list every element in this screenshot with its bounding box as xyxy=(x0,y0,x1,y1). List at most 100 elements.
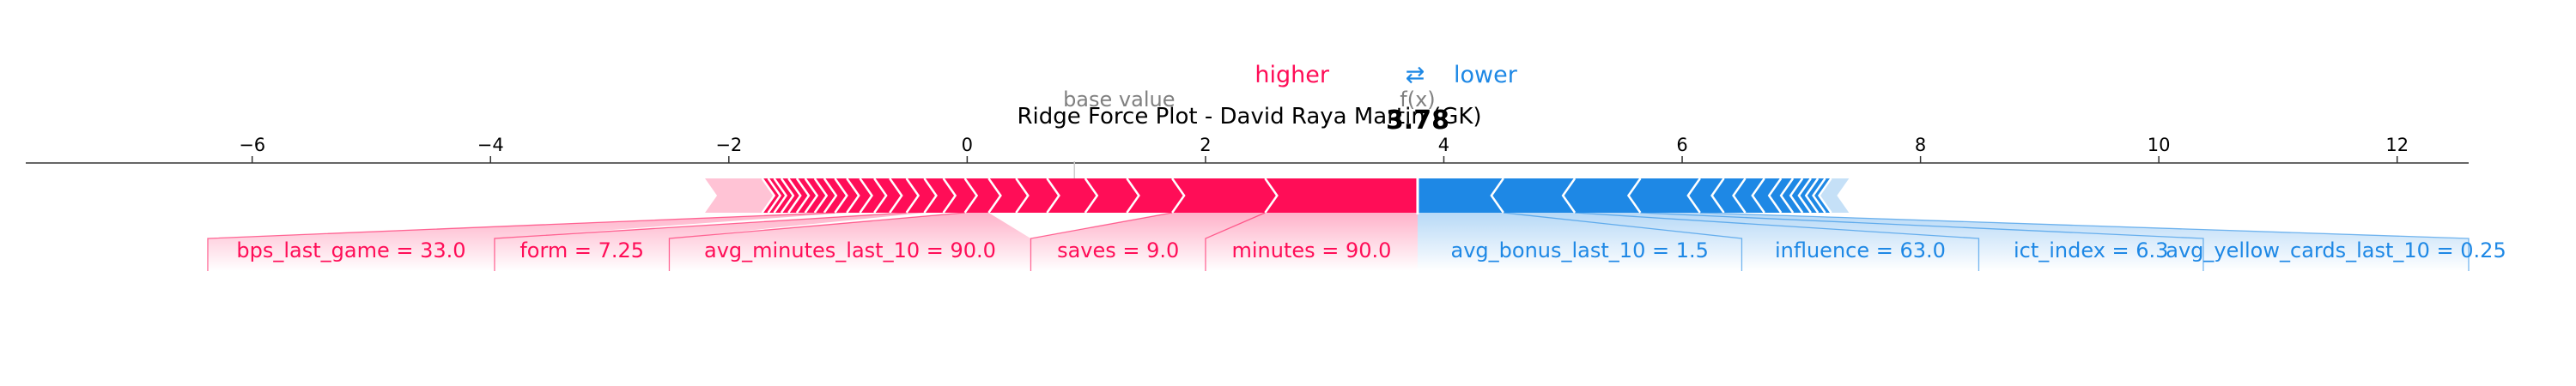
positive-segment-separator xyxy=(767,178,782,214)
x-axis-ticks: −6 −4 −2 0 2 4 6 8 10 12 xyxy=(239,135,2409,163)
negative-segment-separator xyxy=(1561,178,1577,214)
negative-segment-separator xyxy=(1817,178,1832,214)
negative-feature-label: avg_bonus_last_10 = 1.5 xyxy=(1451,238,1709,262)
positive-feature-label: form = 7.25 xyxy=(519,238,644,262)
positive-segment-separator xyxy=(923,178,938,214)
x-tick-label: 2 xyxy=(1200,135,1211,155)
feature-labels: minutes = 90.0 saves = 9.0 avg_minutes_las… xyxy=(236,238,2506,262)
positive-segment xyxy=(943,178,977,213)
positive-segment xyxy=(781,178,801,213)
label-gradients xyxy=(207,213,2469,271)
positive-segment-separator xyxy=(1171,178,1186,214)
x-tick-label: 4 xyxy=(1438,135,1449,155)
positive-segment xyxy=(774,178,793,213)
positive-segment-separator xyxy=(1126,178,1140,214)
positive-segment xyxy=(705,178,775,213)
fx-label: f(x) xyxy=(1400,87,1435,112)
positive-segment-separator xyxy=(795,178,811,214)
negative-segment-separator xyxy=(1779,178,1795,214)
negative-segment-separator xyxy=(1767,178,1783,214)
positive-segment-separator xyxy=(1084,178,1099,214)
negative-segment xyxy=(1806,178,1826,213)
positive-segment-separator xyxy=(761,178,776,214)
positive-segment-separator xyxy=(813,178,829,214)
fx-value: 3.78 xyxy=(1386,106,1449,136)
label-connectors xyxy=(207,212,2470,271)
positive-feature-label: bps_last_game = 33.0 xyxy=(236,238,465,262)
negative-segment-separator xyxy=(1686,178,1701,214)
negative-segment-separator xyxy=(1732,178,1747,214)
positive-segment xyxy=(1172,178,1278,213)
negative-segment xyxy=(1491,178,1576,213)
positive-label-connector xyxy=(1030,212,1173,271)
positive-feature-label: avg_minutes_last_10 = 90.0 xyxy=(704,238,996,262)
negative-segment xyxy=(1711,178,1746,213)
positive-segment xyxy=(924,178,956,213)
x-tick-label: 6 xyxy=(1676,135,1687,155)
legend-higher: higher xyxy=(1255,62,1329,88)
positive-segment-separator xyxy=(823,178,838,214)
positive-segment-separator xyxy=(1046,178,1060,214)
negative-segment-separator xyxy=(1710,178,1725,214)
x-tick-label: 0 xyxy=(962,135,973,155)
positive-segment-separator xyxy=(846,178,860,214)
negative-segment xyxy=(1687,178,1724,213)
negative-segment-separator xyxy=(1789,178,1804,214)
positive-segment xyxy=(805,178,827,213)
positive-segment xyxy=(762,178,781,213)
positive-segment-separator xyxy=(1015,178,1030,214)
negative-label-gradient xyxy=(1575,213,2203,271)
x-tick-label: 12 xyxy=(2385,135,2409,155)
positive-segment-separator xyxy=(873,178,888,214)
positive-segment-separator xyxy=(787,178,802,214)
positive-segment-separator xyxy=(942,178,957,214)
negative-segment xyxy=(1733,178,1765,213)
negative-segment xyxy=(1417,178,1504,213)
negative-segment-separator xyxy=(1751,178,1765,214)
positive-label-connector xyxy=(207,212,835,271)
legend-arrow: ⇄ xyxy=(1406,62,1425,88)
negative-label-connector xyxy=(1575,212,1980,271)
positive-segment-separator xyxy=(963,178,979,214)
positive-segment xyxy=(1084,178,1139,213)
positive-segment-separator xyxy=(834,178,848,214)
positive-segment-separator xyxy=(804,178,819,214)
positive-segment-separator xyxy=(780,178,795,214)
positive-segment xyxy=(796,178,817,213)
negative-segment xyxy=(1790,178,1811,213)
positive-label-gradient xyxy=(1205,213,1418,271)
negative-segment xyxy=(1819,178,1850,213)
negative-segment xyxy=(1798,178,1819,213)
x-tick-label: −6 xyxy=(239,135,265,155)
positive-segment xyxy=(788,178,809,213)
negative-segment xyxy=(1813,178,1832,213)
x-tick-label: 8 xyxy=(1915,135,1926,155)
positive-label-gradient xyxy=(207,213,848,271)
positive-segment xyxy=(823,178,848,213)
negative-segment xyxy=(1769,178,1794,213)
x-tick-label: 10 xyxy=(2148,135,2171,155)
negative-feature-label: avg_yellow_cards_last_10 = 0.25 xyxy=(2166,238,2506,262)
positive-segment xyxy=(1047,178,1097,213)
negative-segment xyxy=(1563,178,1641,213)
negative-label-gradient xyxy=(1417,213,1742,271)
negative-segment-separator xyxy=(1626,178,1642,214)
negative-segment-separator xyxy=(1812,178,1826,214)
base-value-label: base value xyxy=(1063,87,1175,112)
x-tick-label: −4 xyxy=(477,135,504,155)
positive-label-gradient xyxy=(494,213,925,271)
negative-segment xyxy=(1628,178,1700,213)
positive-segment-separator xyxy=(987,178,1002,214)
positive-segment xyxy=(835,178,860,213)
positive-segment xyxy=(768,178,787,213)
force-segments xyxy=(705,177,1850,214)
positive-segment-separator xyxy=(1264,178,1279,214)
positive-label-connector xyxy=(668,212,965,271)
negative-segment-separator xyxy=(1490,178,1504,214)
positive-segment-separator xyxy=(889,178,903,214)
negative-segment-separator xyxy=(1804,178,1820,214)
positive-segment xyxy=(988,178,1029,213)
negative-label-connector xyxy=(1699,212,2470,271)
negative-segment-separator xyxy=(1797,178,1812,214)
